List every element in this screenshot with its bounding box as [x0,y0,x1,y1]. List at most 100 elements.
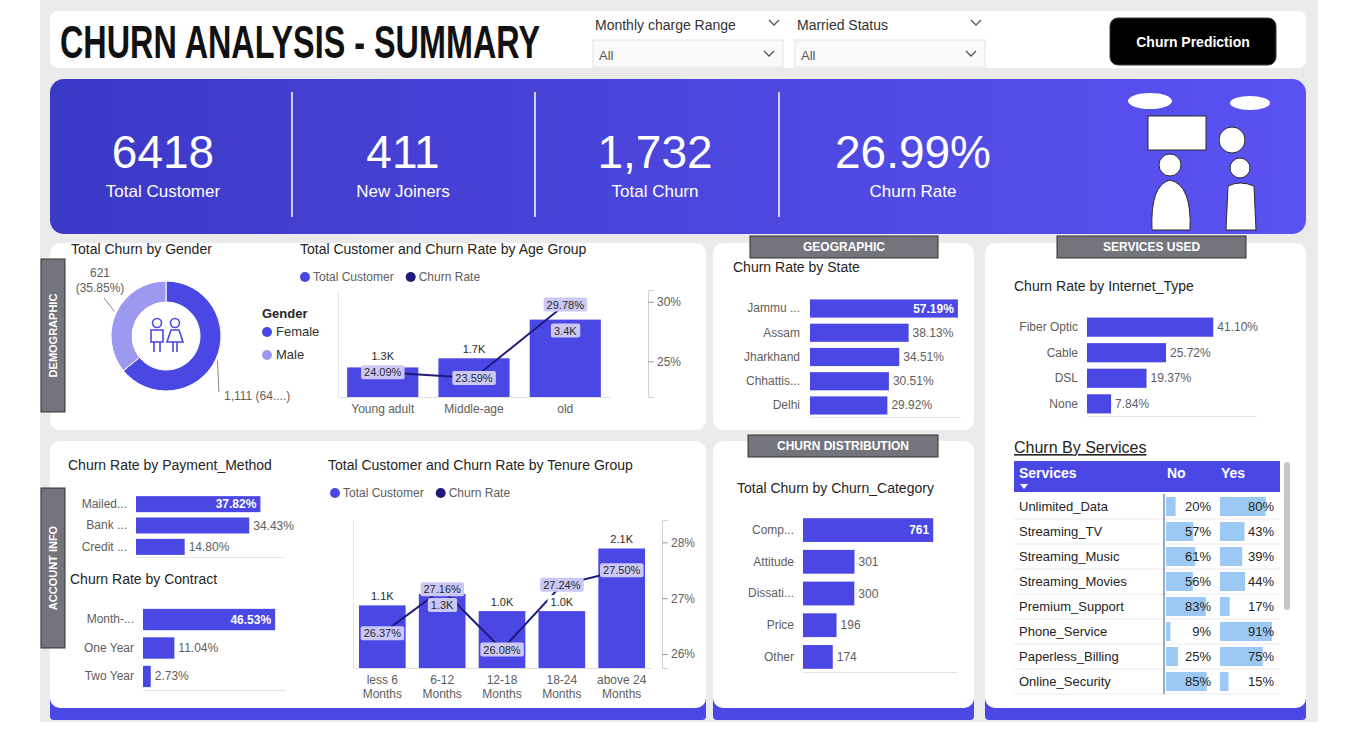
table-cell: 80% [1248,499,1274,514]
bar-label-text: 1.0K [491,596,514,608]
plot [143,609,275,687]
label-bg [551,324,580,338]
bar [539,611,586,668]
table-header [1014,461,1280,492]
y-axis [353,521,354,669]
axis-line [811,417,961,418]
line-label: 26.37% [361,626,405,640]
section-tab [41,259,65,412]
line-label-text: 24.09% [364,366,402,378]
x-axis [137,557,285,558]
line-label: 29.78% [544,298,588,312]
data-label: 196 [841,618,861,632]
legend-entry: Male [276,347,304,362]
scrollbar[interactable] [1284,462,1290,610]
tick: 18-24Months [542,673,581,701]
line-label: 26.08% [480,643,524,657]
tick-label: Other [764,650,794,664]
tick-label: old [557,402,573,416]
section-label: DEMOGRAPHIC [47,294,59,378]
tick-mark [662,654,668,655]
x-axis: Young adultMiddle-ageold [339,398,611,416]
bar-label-text: 1.0K [551,596,574,608]
section-tab [750,236,938,258]
line-label-text: 23.59% [455,372,493,384]
panel [713,243,974,430]
bar [810,396,887,414]
row-separator [1014,694,1280,695]
x-axis: less 6Months6-12Months12-18Months18-24Mo… [354,669,652,701]
filter-value[interactable]: All [801,48,816,63]
tick-label: Two Year [85,669,134,683]
table-cell: 15% [1248,674,1274,689]
line-label-text: 27.16% [424,583,462,595]
label-bg [368,589,397,603]
chevron [971,20,981,25]
kpi-value: 26.99% [835,126,991,178]
bar [438,358,509,397]
legend-entry: Total Customer [313,270,394,284]
axis-line [803,516,804,673]
legend-swatch [262,350,272,360]
bar [803,645,833,669]
tick: Delhi [773,398,800,412]
bar [810,324,909,342]
tick-label: None [1049,397,1078,411]
label-bg [460,342,489,356]
legend-swatch [406,272,416,282]
tick: Assam [763,326,800,340]
bar [598,548,645,668]
line-label-text: 27.24% [543,579,581,591]
button-label[interactable]: Churn Prediction [1136,34,1250,50]
label-bg [368,349,397,363]
data-bar [1166,622,1170,641]
filter-dropdown[interactable] [795,40,985,67]
leader-line [217,361,219,392]
data-label: 2.73% [155,669,189,683]
axis-line [339,397,611,398]
tick-label: Jammu ... [747,301,800,315]
axis-line [137,557,285,558]
data-label: 30.51% [893,374,934,388]
table-cell: 85% [1185,674,1211,689]
table-cell: 75% [1248,649,1274,664]
line-label: 27.50% [600,563,644,577]
chart-title: Churn Rate by State [733,259,860,275]
legend-swatch [436,488,446,498]
plot [1087,318,1213,414]
chevron [764,51,774,56]
data-labels: 37.82%34.43%14.80% [189,497,295,554]
section-label: SERVICES USED [1103,240,1200,254]
donut [111,281,221,391]
tick-label: Assam [763,326,800,340]
axis-line [144,690,286,691]
data-label: 57.19% [913,302,954,316]
y-axis: Fiber OpticCableDSLNone [1019,316,1087,417]
bar [359,605,406,668]
filter-dropdown[interactable] [593,40,783,67]
tick: Comp... [752,523,794,537]
tick: less 6Months [363,673,402,701]
data-labels: 46.53%11.04%2.73% [155,613,272,684]
axis-line [649,291,655,398]
y-axis: Comp...AttitudeDissati...PriceOther [748,516,804,673]
bar-label: 3.4K [551,324,580,338]
axis-line [353,521,354,669]
header-panel [50,11,1306,68]
section-tab [41,488,65,648]
filter-value[interactable]: All [599,48,614,63]
background [40,0,1318,722]
column-head: Services [1019,465,1077,481]
data-label: 621(35.85%) [76,266,125,295]
row-separator [1014,544,1280,545]
tick: 28% [662,536,695,550]
button[interactable] [1110,18,1276,65]
legend-title: Gender [262,306,308,321]
table-cell: 61% [1185,549,1211,564]
tick-label: 6-12Months [422,673,461,701]
tick-label: less 6Months [363,673,402,701]
line-label: 24.09% [361,365,405,379]
bar [810,348,899,366]
section-tab [1057,236,1246,258]
label-bg [421,582,465,596]
